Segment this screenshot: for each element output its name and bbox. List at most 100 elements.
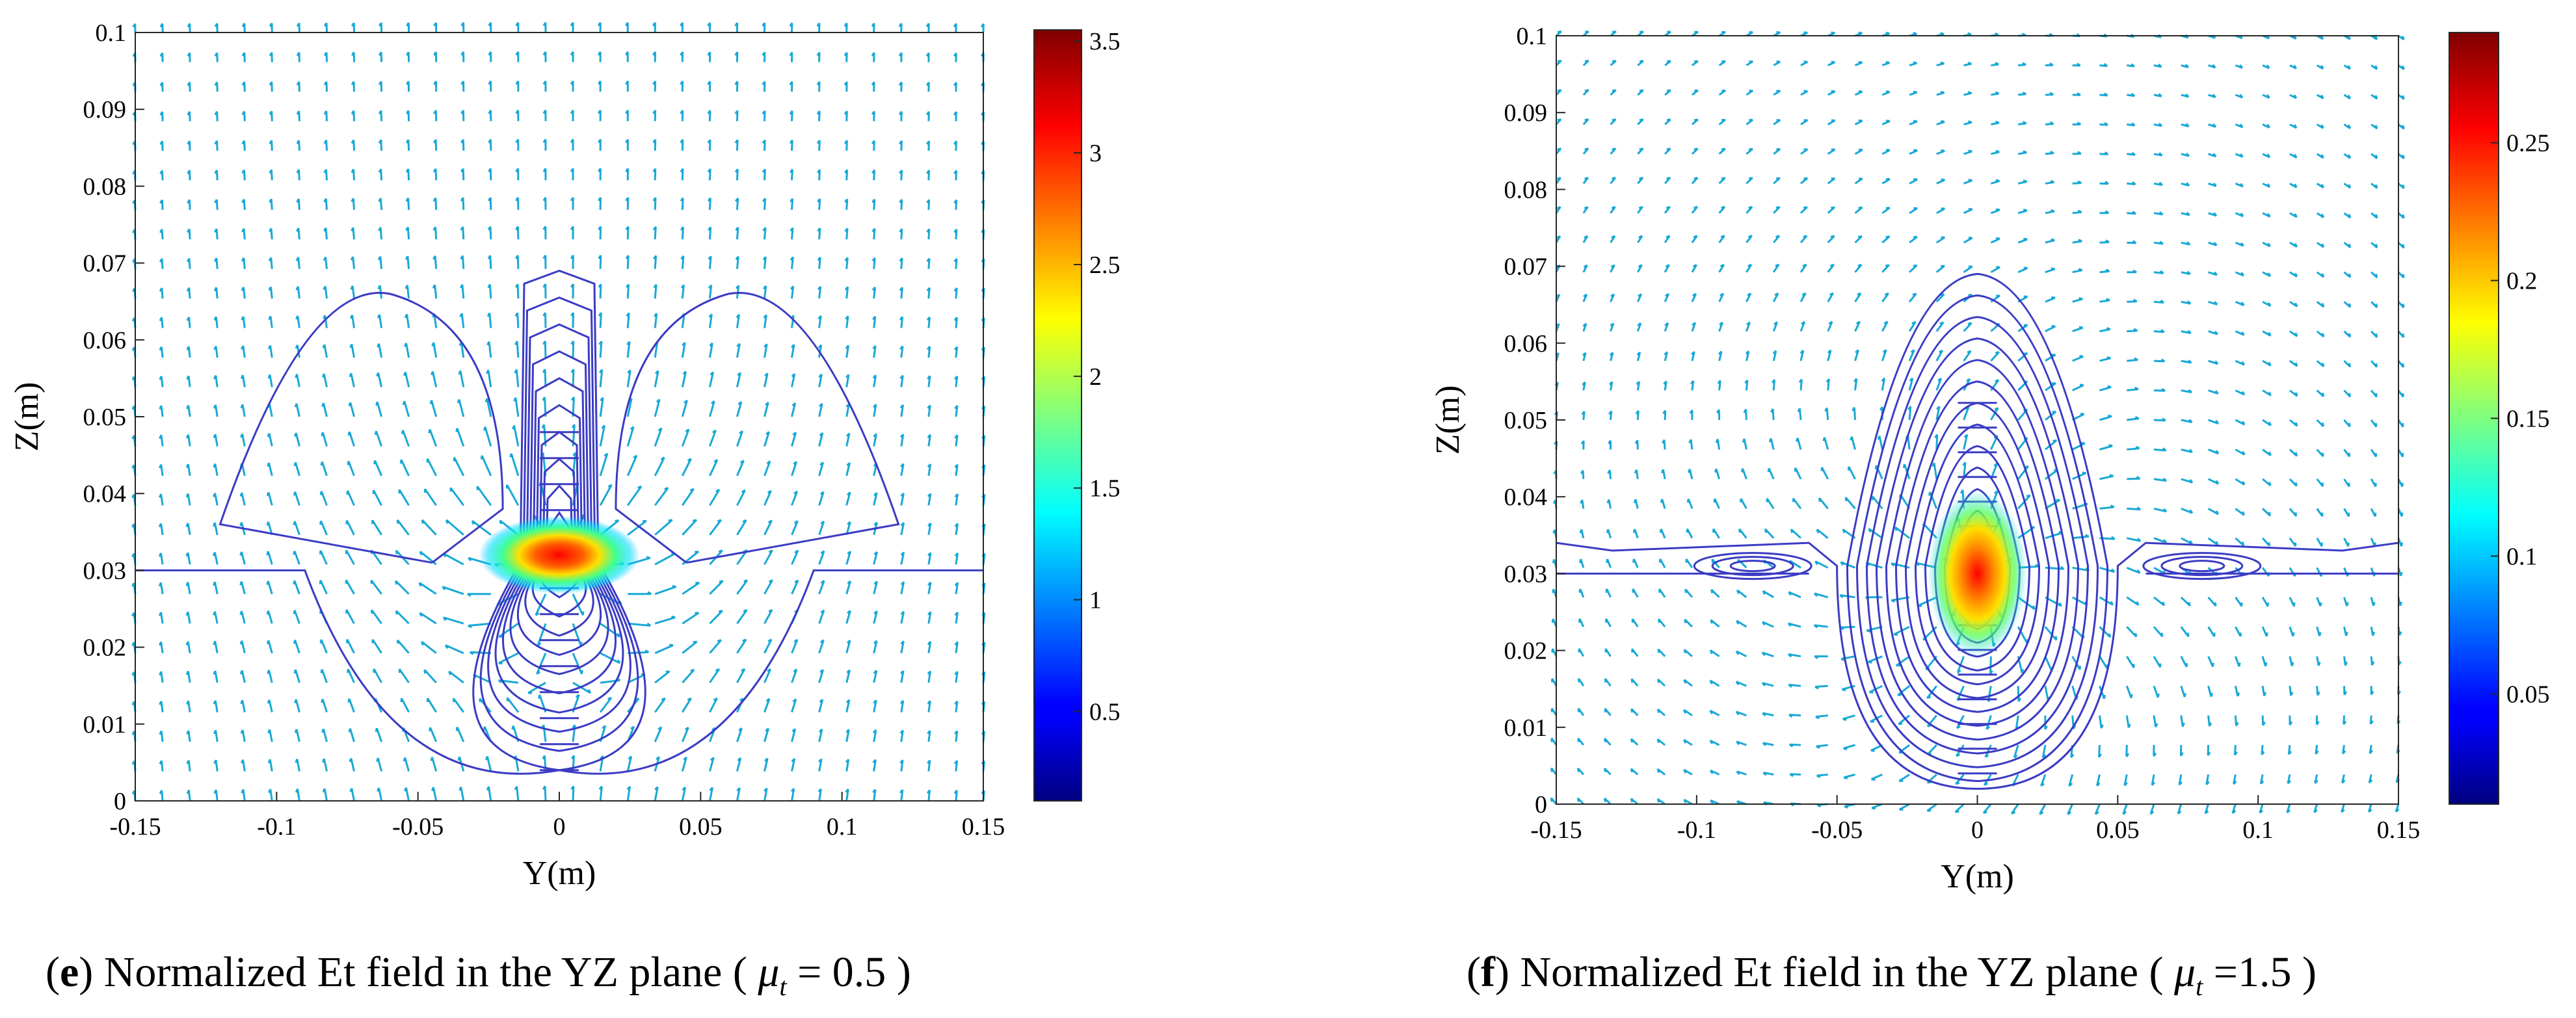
field-arrow-head — [241, 700, 243, 704]
field-arrow-head — [323, 374, 324, 378]
colorbar-tick-label: 0.1 — [2506, 543, 2538, 570]
colorbar — [1034, 30, 1082, 801]
field-arrow-head — [1552, 619, 1553, 623]
field-arrow-head — [2296, 452, 2297, 456]
field-arrow-head — [215, 760, 216, 763]
field-arrow-head — [1817, 529, 1818, 533]
field-arrow-head — [2376, 423, 2377, 427]
field-arrow-head — [2322, 452, 2323, 456]
field-arrow-head — [241, 523, 242, 527]
field-arrow-head — [1585, 31, 1589, 32]
field-arrow-head — [2349, 333, 2350, 337]
field-arrow-head — [432, 787, 434, 791]
y-tick-label: 0.07 — [83, 250, 127, 278]
field-arrow-head — [1968, 323, 1972, 324]
field-arrow-head — [2213, 663, 2214, 667]
field-arrow — [628, 652, 648, 653]
field-arrow-head — [2320, 633, 2321, 636]
field-arrow-head — [1658, 679, 1659, 683]
field-arrow-head — [2292, 662, 2293, 666]
y-tick-label: 0.06 — [83, 327, 127, 354]
field-arrow-head — [2375, 513, 2376, 517]
field-arrow-head — [323, 315, 325, 319]
field-arrow-head — [430, 727, 431, 731]
field-arrow-head — [486, 757, 488, 761]
field-arrow-head — [1612, 148, 1616, 150]
field-arrow-head — [2403, 274, 2404, 278]
field-arrow-head — [1913, 121, 1917, 122]
field-arrow-head — [1659, 619, 1660, 623]
field-arrow-head — [2349, 393, 2350, 397]
field-arrow-head — [1885, 293, 1888, 294]
field-arrow — [470, 652, 491, 653]
field-arrow-head — [2294, 603, 2295, 607]
field-arrow-head — [514, 398, 516, 401]
caption-f-value: =1.5 — [2214, 948, 2292, 996]
field-arrow-head — [1866, 631, 1870, 632]
field-arrow-head — [1667, 61, 1671, 62]
field-arrow-head — [1612, 61, 1616, 62]
field-arrow-head — [2078, 269, 2082, 270]
field-arrow-head — [661, 698, 665, 699]
field-arrow-head — [691, 670, 695, 671]
field-arrow-head — [2349, 423, 2350, 427]
field-arrow-head — [214, 376, 215, 379]
field-arrow-head — [2079, 298, 2083, 299]
field-arrow-head — [1968, 33, 1971, 34]
field-arrow-head — [159, 582, 161, 586]
field-arrow-head — [1768, 468, 1769, 472]
field-arrow-head — [2183, 723, 2184, 726]
field-arrow-head — [2376, 363, 2377, 367]
field-arrow-head — [2243, 512, 2244, 515]
field-arrow-head — [481, 456, 482, 460]
field-arrow-head — [2052, 411, 2056, 412]
field-arrow-head — [1605, 709, 1606, 712]
field-arrow-head — [1711, 620, 1712, 623]
field-arrow-head — [2296, 363, 2297, 366]
field-arrow-head — [1878, 436, 1879, 440]
colorbar-tick-label: 3.5 — [1089, 28, 1121, 55]
field-arrow-head — [2052, 326, 2056, 327]
field-arrow-head — [1640, 149, 1643, 150]
field-arrow-head — [1694, 149, 1698, 150]
field-arrow-head — [242, 346, 243, 349]
field-arrow-head — [1996, 122, 1999, 123]
field-arrow-head — [242, 790, 243, 793]
field-arrow-head — [1927, 697, 1930, 698]
plot-area — [1556, 36, 2398, 804]
field-arrow-head — [1941, 150, 1945, 151]
field-arrow-head — [744, 581, 747, 582]
field-arrow — [2018, 686, 2019, 701]
field-arrow-head — [1558, 119, 1561, 120]
field-arrow-head — [2109, 445, 2113, 447]
field-arrow-head — [717, 640, 721, 642]
field-arrow-head — [241, 404, 243, 408]
field-arrow-head — [1859, 207, 1863, 208]
field-arrow-head — [1765, 529, 1766, 533]
field-arrow-head — [376, 728, 377, 732]
field-arrow-head — [2296, 393, 2297, 397]
field-arrow — [545, 755, 546, 771]
field-arrow-head — [1793, 499, 1794, 502]
field-arrow-head — [480, 699, 481, 703]
x-tick-label: 0 — [1971, 816, 1984, 844]
field-arrow-head — [267, 492, 269, 496]
field-arrow-head — [1956, 811, 1959, 812]
field-arrow-head — [2269, 452, 2270, 455]
field-arrow-head — [1913, 294, 1917, 295]
field-arrow-head — [159, 494, 161, 497]
field-arrow-head — [2211, 693, 2212, 697]
field-arrow-head — [2320, 603, 2321, 607]
field-arrow-head — [1941, 33, 1945, 34]
field-arrow-head — [1770, 438, 1771, 442]
field-arrow-head — [241, 434, 243, 437]
field-arrow-head — [1743, 439, 1744, 443]
field-arrow-head — [1667, 177, 1671, 179]
field-arrow-head — [323, 759, 324, 763]
x-tick-label: -0.05 — [1811, 816, 1863, 844]
field-arrow-head — [1831, 236, 1835, 237]
field-arrow-head — [1585, 60, 1589, 61]
field-arrow-head — [351, 344, 352, 347]
field-arrow-head — [2376, 125, 2377, 129]
field-arrow-head — [1558, 148, 1561, 150]
